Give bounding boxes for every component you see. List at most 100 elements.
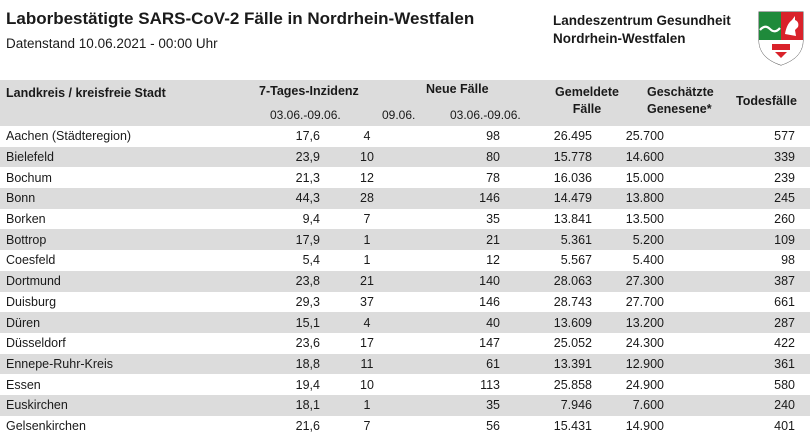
organization-name-line1: Landeszentrum Gesundheit	[553, 13, 731, 28]
new-week-cell: 35	[486, 212, 500, 227]
incidence-cell: 17,6	[295, 129, 320, 144]
incidence-cell: 17,9	[220, 229, 322, 251]
recovered-cell: 13.800	[606, 188, 705, 209]
new-week-cell: 80	[412, 146, 500, 168]
district-cell: Aachen (Städteregion)	[6, 129, 132, 144]
reported-cell: 15.778	[500, 146, 606, 168]
organization-name-line2: Nordrhein-Westfalen	[553, 31, 686, 46]
deaths-cell: 387	[705, 270, 810, 292]
new-day-cell: 37	[360, 294, 374, 309]
deaths-cell: 109	[705, 229, 810, 251]
incidence-cell: 9,4	[302, 212, 320, 227]
subheader-new-day: 09.06.	[382, 108, 416, 122]
deaths-cell: 245	[705, 188, 810, 209]
incidence-cell: 19,4	[295, 377, 320, 392]
table-row: Dortmund 23,8 21 140 28.063 27.300 387	[0, 270, 810, 292]
table-row: Düsseldorf 23,6 17 147 25.052 24.300 422	[0, 333, 810, 354]
new-day-cell: 1	[322, 229, 412, 251]
table-row: Ennepe-Ruhr-Kreis 18,8 11 61 13.391 12.900 361	[0, 353, 810, 375]
new-day-cell: 11	[322, 353, 412, 375]
recovered-cell: 13.200	[606, 312, 705, 333]
reported-cell: 26.495	[553, 129, 592, 144]
district-cell: Bielefeld	[0, 146, 220, 168]
deaths-cell: 361	[705, 353, 810, 375]
deaths-cell: 98	[781, 253, 795, 268]
incidence-cell: 21,6	[295, 418, 320, 433]
new-day-cell: 10	[360, 377, 374, 392]
new-day-cell: 12	[360, 170, 374, 185]
district-cell: Bonn	[0, 188, 220, 209]
new-day-cell: 4	[322, 312, 412, 333]
district-cell: Ennepe-Ruhr-Kreis	[0, 353, 220, 375]
new-week-cell: 21	[412, 229, 500, 251]
new-day-cell: 28	[322, 188, 412, 209]
new-day-cell: 1	[322, 394, 412, 416]
incidence-cell: 15,1	[220, 312, 322, 333]
reported-cell: 13.609	[500, 312, 606, 333]
new-week-cell: 56	[486, 418, 500, 433]
column-header-reported-line2: Fälle	[572, 102, 602, 116]
column-header-recovered: Geschätzte Genesene*	[647, 84, 714, 118]
new-day-cell: 10	[322, 146, 412, 168]
nrw-coat-of-arms-icon	[758, 11, 804, 66]
reported-cell: 13.391	[500, 353, 606, 375]
new-week-cell: 140	[412, 270, 500, 292]
recovered-cell: 14.900	[625, 418, 664, 433]
new-day-cell: 4	[363, 129, 371, 144]
page-title: Laborbestätigte SARS-CoV-2 Fälle in Nord…	[6, 9, 475, 28]
reported-cell: 14.479	[500, 188, 606, 209]
new-day-cell: 7	[363, 212, 371, 227]
district-cell: Gelsenkirchen	[6, 418, 86, 433]
table-row: Coesfeld 5,4 1 12 5.567 5.400 98	[0, 250, 810, 271]
reported-cell: 25.858	[553, 377, 592, 392]
column-header-recovered-line1: Geschätzte	[647, 85, 714, 99]
recovered-cell: 12.900	[606, 353, 705, 375]
recovered-cell: 27.300	[606, 270, 705, 292]
reported-cell: 5.567	[560, 253, 592, 268]
new-day-cell: 1	[363, 253, 371, 268]
case-table-body: Aachen (Städteregion) 17,6 4 98 26.495 25.700…	[0, 126, 810, 436]
table-header: Landkreis / kreisfreie Stadt 7-Tages-Inz…	[0, 80, 810, 126]
district-cell: Duisburg	[6, 294, 57, 309]
recovered-cell: 24.900	[625, 377, 664, 392]
column-header-new-cases: Neue Fälle	[426, 82, 489, 96]
table-row: Bochum 21,3 12 78 16.036 15.000 239	[0, 167, 810, 188]
new-week-cell: 98	[486, 129, 500, 144]
deaths-cell: 260	[774, 212, 795, 227]
new-week-cell: 113	[480, 377, 500, 392]
reported-cell: 15.431	[553, 418, 592, 433]
new-week-cell: 40	[412, 312, 500, 333]
table-row: Bielefeld 23,9 10 80 15.778 14.600 339	[0, 146, 810, 168]
recovered-cell: 5.400	[632, 253, 664, 268]
district-cell: Coesfeld	[6, 253, 56, 268]
incidence-cell: 23,6	[295, 336, 320, 351]
incidence-cell: 21,3	[295, 170, 320, 185]
deaths-cell: 422	[774, 336, 795, 351]
column-header-incidence: 7-Tages-Inzidenz	[259, 84, 359, 98]
table-row: Aachen (Städteregion) 17,6 4 98 26.495 25.700…	[0, 126, 810, 147]
deaths-cell: 339	[705, 146, 810, 168]
column-header-district: Landkreis / kreisfreie Stadt	[6, 86, 166, 100]
reported-cell: 28.063	[500, 270, 606, 292]
new-day-cell: 17	[360, 336, 374, 351]
new-week-cell: 147	[479, 336, 500, 351]
table-row: Euskirchen 18,1 1 35 7.946 7.600 240	[0, 394, 810, 416]
organization-name: Landeszentrum Gesundheit Nordrhein-Westf…	[553, 12, 731, 48]
case-table: Aachen (Städteregion) 17,6 4 98 26.495 25.700…	[0, 126, 810, 436]
district-cell: Bochum	[6, 170, 52, 185]
district-cell: Dortmund	[0, 270, 220, 292]
district-cell: Euskirchen	[0, 394, 220, 416]
deaths-cell: 580	[774, 377, 795, 392]
incidence-cell: 18,8	[220, 353, 322, 375]
table-row: Düren 15,1 4 40 13.609 13.200 287	[0, 312, 810, 333]
table-row: Essen 19,4 10 113 25.858 24.900 580	[0, 374, 810, 395]
incidence-cell: 29,3	[295, 294, 320, 309]
district-cell: Borken	[6, 212, 46, 227]
incidence-cell: 23,8	[220, 270, 322, 292]
table-row: Gelsenkirchen 21,6 7 56 15.431 14.900 401	[0, 416, 810, 437]
reported-cell: 28.743	[553, 294, 592, 309]
deaths-cell: 239	[774, 170, 795, 185]
recovered-cell: 13.500	[625, 212, 664, 227]
reported-cell: 16.036	[553, 170, 592, 185]
subheader-incidence-period: 03.06.-09.06.	[270, 108, 341, 122]
